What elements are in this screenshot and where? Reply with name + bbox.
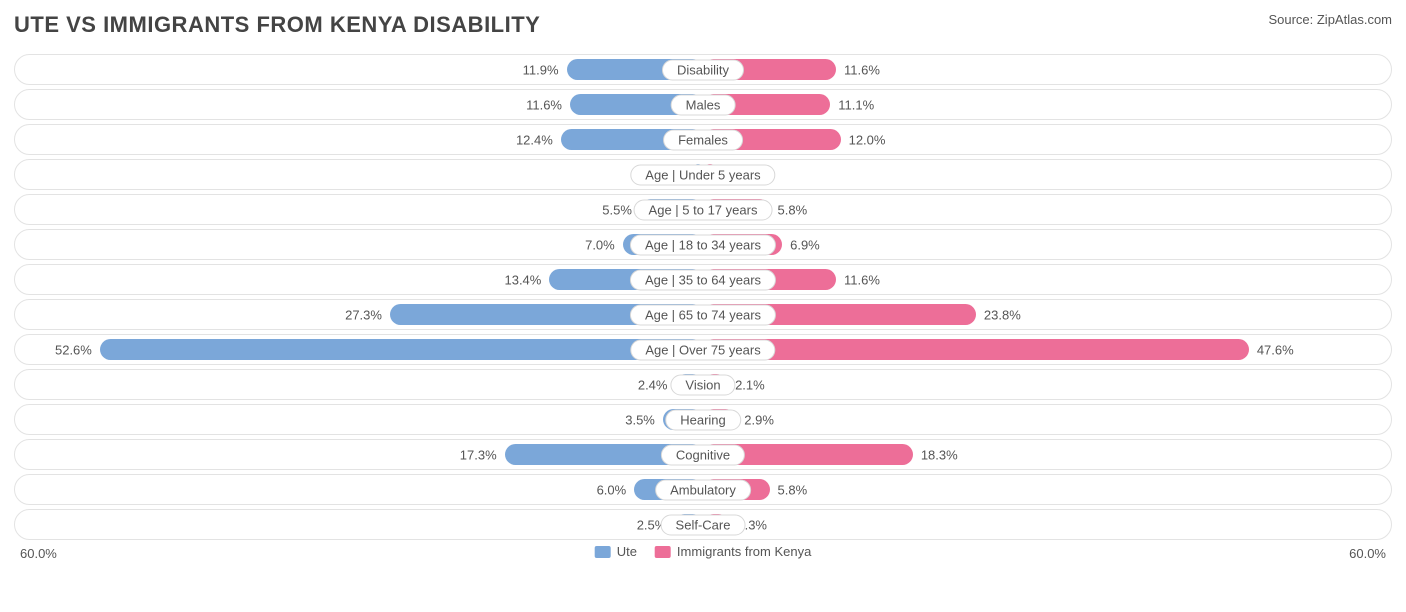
chart-footer: 60.0% Ute Immigrants from Kenya 60.0% [14,544,1392,566]
legend-label: Ute [617,544,637,559]
chart-row: 11.9% 11.6% Disability [14,54,1392,85]
chart-row: 12.4% 12.0% Females [14,124,1392,155]
chart-row: 0.86%1.2%Age | Under 5 years [14,159,1392,190]
chart-row: 6.0% 5.8% Ambulatory [14,474,1392,505]
value-right: 11.1% [838,97,874,112]
category-label: Age | 65 to 74 years [630,304,776,325]
chart-row: 7.0% 6.9% Age | 18 to 34 years [14,229,1392,260]
category-label: Age | 5 to 17 years [634,199,773,220]
category-label: Hearing [665,409,741,430]
category-label: Age | Over 75 years [630,339,775,360]
value-left: 7.0% [585,237,615,252]
value-right: 5.8% [778,482,808,497]
value-left: 52.6% [55,342,92,357]
category-label: Vision [670,374,735,395]
axis-max-right: 60.0% [1349,546,1386,561]
category-label: Age | Under 5 years [630,164,775,185]
legend-label: Immigrants from Kenya [677,544,811,559]
value-left: 17.3% [460,447,497,462]
chart-row: 13.4% 11.6% Age | 35 to 64 years [14,264,1392,295]
value-right: 18.3% [921,447,958,462]
chart-row: 5.5% 5.8% Age | 5 to 17 years [14,194,1392,225]
value-right: 23.8% [984,307,1021,322]
value-right: 12.0% [849,132,886,147]
value-right: 47.6% [1257,342,1294,357]
value-right: 2.9% [744,412,774,427]
chart-row: 11.6% 11.1% Males [14,89,1392,120]
category-label: Age | 18 to 34 years [630,234,776,255]
value-left: 27.3% [345,307,382,322]
axis-max-left: 60.0% [20,546,57,561]
value-right: 5.8% [778,202,808,217]
value-left: 3.5% [625,412,655,427]
chart-row: 17.3% 18.3% Cognitive [14,439,1392,470]
legend: Ute Immigrants from Kenya [595,544,812,559]
diverging-bar-chart: 11.9% 11.6% Disability 11.6% 11.1% Males 12.4%… [14,54,1392,540]
category-label: Age | 35 to 64 years [630,269,776,290]
category-label: Disability [662,59,744,80]
value-right: 2.1% [735,377,765,392]
category-label: Self-Care [661,514,746,535]
chart-row: 3.5% 2.9%Hearing [14,404,1392,435]
value-left: 2.4% [638,377,668,392]
legend-swatch [655,546,671,558]
chart-row: 27.3% 23.8% Age | 65 to 74 years [14,299,1392,330]
category-label: Males [671,94,736,115]
value-right: 11.6% [844,272,880,287]
category-label: Females [663,129,743,150]
chart-row: 2.4% 2.1%Vision [14,369,1392,400]
value-left: 11.9% [523,62,559,77]
value-left: 11.6% [526,97,562,112]
chart-source: Source: ZipAtlas.com [1268,12,1392,27]
category-label: Cognitive [661,444,745,465]
bar-right [703,339,1249,360]
chart-title: UTE VS IMMIGRANTS FROM KENYA DISABILITY [14,12,540,38]
chart-row: 2.5%2.3%Self-Care [14,509,1392,540]
value-left: 5.5% [602,202,632,217]
value-left: 13.4% [504,272,541,287]
legend-item: Immigrants from Kenya [655,544,811,559]
chart-header: UTE VS IMMIGRANTS FROM KENYA DISABILITY … [14,12,1392,38]
legend-swatch [595,546,611,558]
value-right: 6.9% [790,237,820,252]
value-right: 11.6% [844,62,880,77]
value-left: 12.4% [516,132,553,147]
chart-row: 52.6% 47.6% Age | Over 75 years [14,334,1392,365]
category-label: Ambulatory [655,479,751,500]
bar-left [100,339,703,360]
value-left: 6.0% [597,482,627,497]
legend-item: Ute [595,544,637,559]
